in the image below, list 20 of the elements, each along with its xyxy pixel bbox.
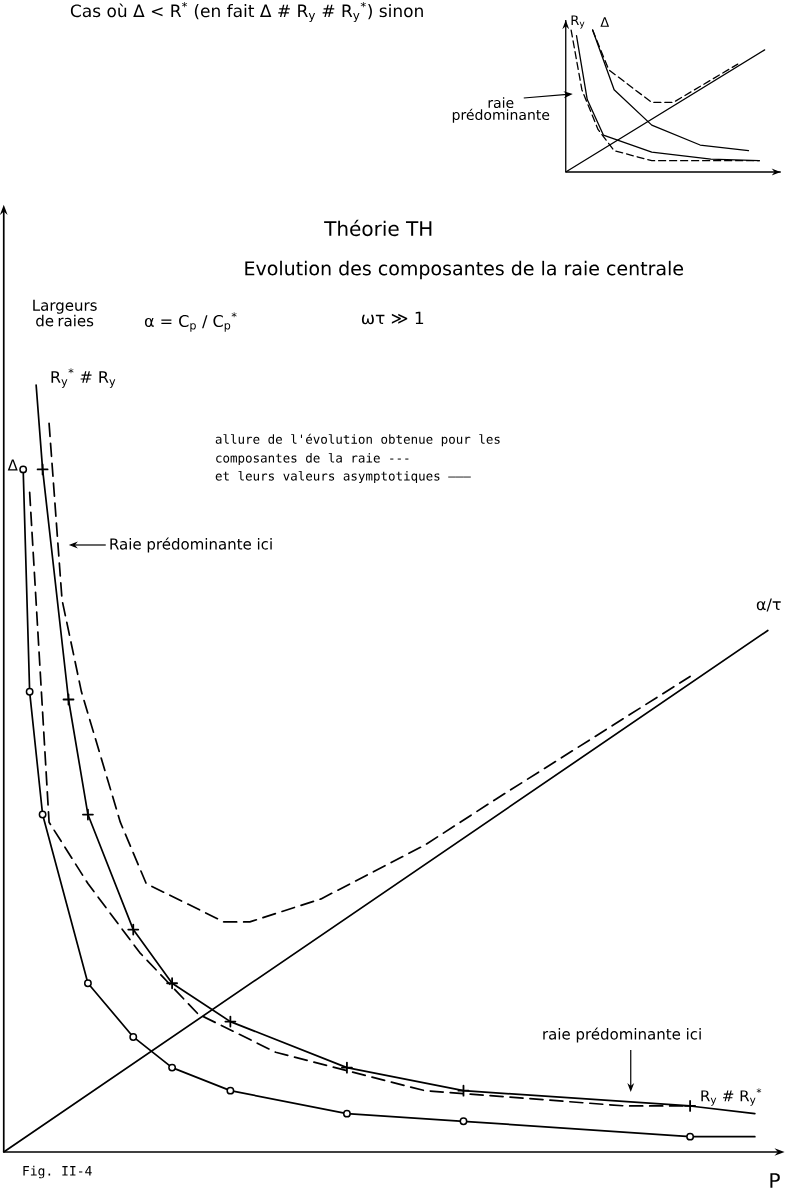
text: Cas où Δ < R$^{*}$ (en fait Δ # R$_{y}$ # R$_{y}$$^{*}$) sinon [71, 1, 424, 23]
text: raie prédominante [452, 97, 550, 123]
annotation: R$_{y}$ # R$_{y}$* [701, 1088, 762, 1106]
annotation: Δ [7, 459, 18, 471]
annotation: et leurs valeurs asymptotiques ——— [215, 470, 471, 484]
text: R$_{y}$ [571, 15, 585, 29]
annotation: raie prédominante ici [543, 1027, 701, 1043]
chart-title: Théorie TH [324, 219, 432, 237]
text: α = C$_{p}$ / C$_{p}$* [145, 312, 237, 332]
annotation: allure de l'évolution obtenue pour les [215, 433, 500, 447]
annotation: composantes de la raie --- [216, 452, 409, 466]
annotation: R$_{y}$$^{*}$ # R$_{y}$ [51, 368, 116, 388]
y-axis-title: Largeurs de raies [33, 299, 97, 327]
chart-subtitle: Evolution des composantes de la raie centrale [245, 260, 684, 280]
text: Δ [600, 17, 610, 27]
x-axis-title: P [770, 1173, 780, 1188]
text: Fig. II-4 [23, 1165, 92, 1179]
annotation: Raie prédominante ici [110, 537, 272, 553]
annotation: α/τ [756, 598, 781, 612]
text: ωτ ≫ 1 [362, 311, 424, 325]
